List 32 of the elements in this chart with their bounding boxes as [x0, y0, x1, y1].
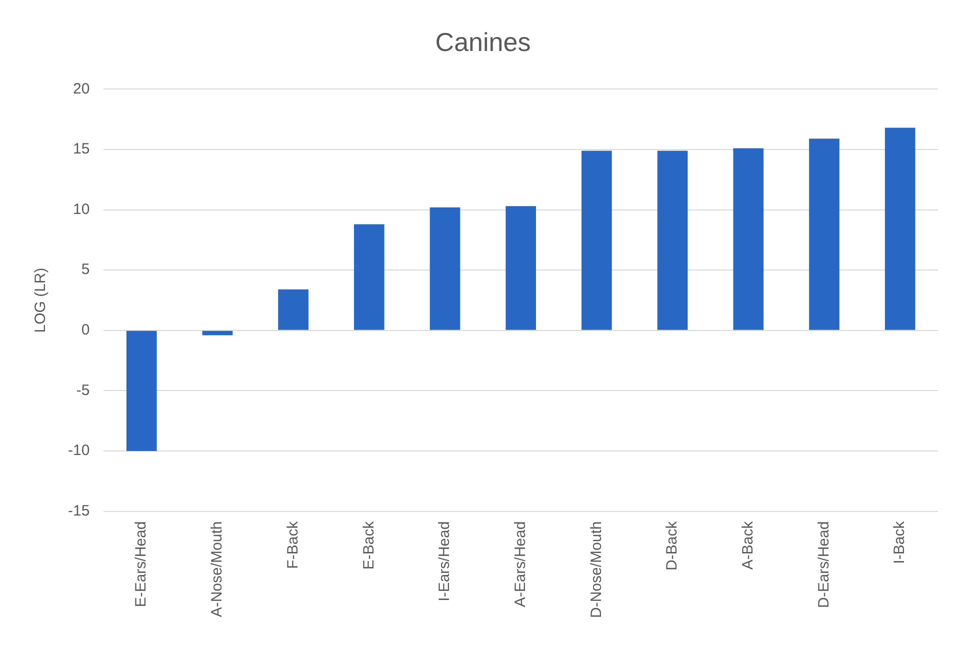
- y-tick-label: -15: [68, 502, 90, 520]
- x-tick-label: F-Back: [284, 520, 302, 569]
- x-tick-label: E-Ears/Head: [132, 521, 150, 608]
- bar: [202, 330, 233, 336]
- bar: [278, 289, 308, 330]
- y-tick-label: -10: [68, 442, 90, 460]
- bar: [809, 138, 840, 330]
- y-tick-label: 20: [72, 80, 90, 98]
- y-tick-label: -5: [76, 382, 90, 399]
- y-tick-label: 15: [72, 140, 90, 158]
- bar: [582, 150, 612, 330]
- x-tick-label: I-Back: [891, 520, 908, 564]
- x-tick-label: D-Back: [664, 520, 681, 570]
- chart-title: Canines: [435, 26, 531, 57]
- x-tick-label: A-Ears/Head: [512, 521, 529, 608]
- bar: [506, 206, 536, 330]
- bar: [884, 128, 916, 330]
- x-tick-label: D-Ears/Head: [815, 521, 832, 608]
- bar: [126, 330, 157, 451]
- y-tick-label: 5: [81, 261, 90, 278]
- bar: [354, 224, 384, 330]
- x-tick-label: E-Back: [360, 520, 378, 570]
- y-tick-label: 10: [72, 200, 90, 218]
- x-tick-label: I-Ears/Head: [436, 521, 454, 602]
- bar: [733, 148, 764, 330]
- x-tick-label: A-Nose/Mouth: [208, 521, 226, 618]
- bar: [430, 207, 460, 330]
- y-tick-label: 0: [81, 322, 90, 339]
- x-tick-label: D-Nose/Mouth: [588, 521, 605, 618]
- x-tick-label: A-Back: [740, 520, 757, 570]
- y-axis-title: LOG (LR): [32, 268, 50, 333]
- bar: [657, 150, 688, 330]
